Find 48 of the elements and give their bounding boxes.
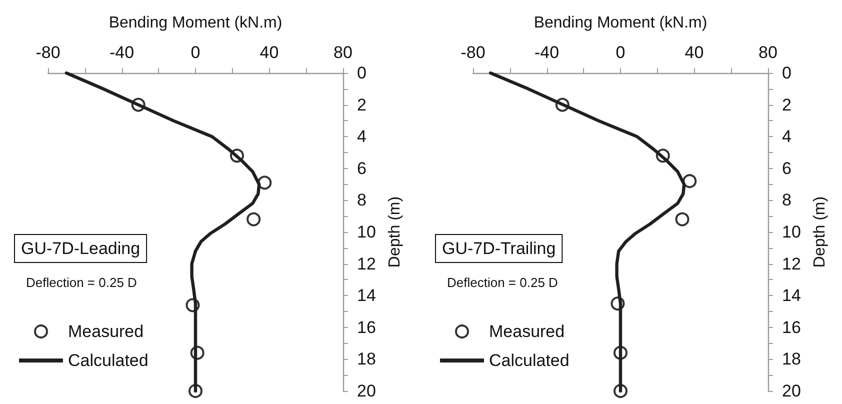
y-tick-label: 6: [357, 158, 366, 178]
point: [682, 174, 697, 188]
y-tick-label: 14: [782, 286, 801, 306]
point: [246, 212, 261, 226]
x-tick-label: -80: [460, 43, 486, 62]
y-tick-label: 0: [357, 64, 366, 82]
y-tick-label: 18: [357, 350, 376, 369]
x-tick-label: -40: [109, 43, 134, 62]
x-tick-label: 0: [616, 43, 626, 62]
y-tick-label: 6: [782, 158, 792, 178]
y-tick-label: 18: [782, 350, 801, 369]
y-tick-label: 20: [357, 382, 376, 400]
annotation: Deflection = 0.25 D: [447, 275, 558, 290]
x-axis-title: Bending Moment (kN.m): [534, 14, 708, 32]
y-tick-label: 20: [782, 382, 801, 400]
annotation: Deflection = 0.25 D: [26, 275, 137, 290]
y-axis-title: Depth (m): [812, 196, 828, 268]
point: [675, 212, 690, 226]
x-tick-label: -80: [36, 43, 60, 62]
y-tick-label: 12: [782, 254, 801, 274]
y-tick-label: 16: [782, 318, 801, 337]
y-tick-label: 2: [357, 95, 366, 114]
y-tick-label: 4: [782, 127, 792, 146]
y-tick-label: 14: [357, 286, 376, 306]
x-tick-label: 0: [190, 43, 200, 62]
x-tick-label: 40: [260, 43, 279, 62]
x-tick-label: 80: [758, 43, 778, 62]
x-tick-label: -40: [534, 43, 560, 62]
y-tick-label: 8: [782, 190, 792, 210]
legend-label: Measured: [68, 322, 144, 341]
y-tick-label: 10: [357, 222, 376, 242]
y-tick-label: 16: [357, 318, 376, 337]
legend-label: Calculated: [489, 351, 570, 370]
point: [258, 176, 272, 190]
x-tick-label: 40: [684, 43, 704, 62]
y-tick-label: 8: [357, 190, 366, 210]
x-tick-label: 80: [334, 43, 352, 62]
y-tick-label: 0: [782, 64, 792, 82]
annotation: GU-7D-Trailing: [442, 239, 556, 258]
x-axis-title: Bending Moment (kN.m): [108, 14, 282, 32]
y-tick-label: 12: [357, 254, 376, 274]
y-axis-title: Depth (m): [386, 196, 404, 268]
y-tick-label: 4: [357, 127, 366, 146]
legend-label: Calculated: [68, 351, 148, 370]
legend-label: Measured: [489, 322, 565, 341]
y-tick-label: 2: [782, 95, 792, 114]
annotation: GU-7D-Leading: [21, 239, 140, 258]
y-tick-label: 10: [782, 222, 801, 242]
